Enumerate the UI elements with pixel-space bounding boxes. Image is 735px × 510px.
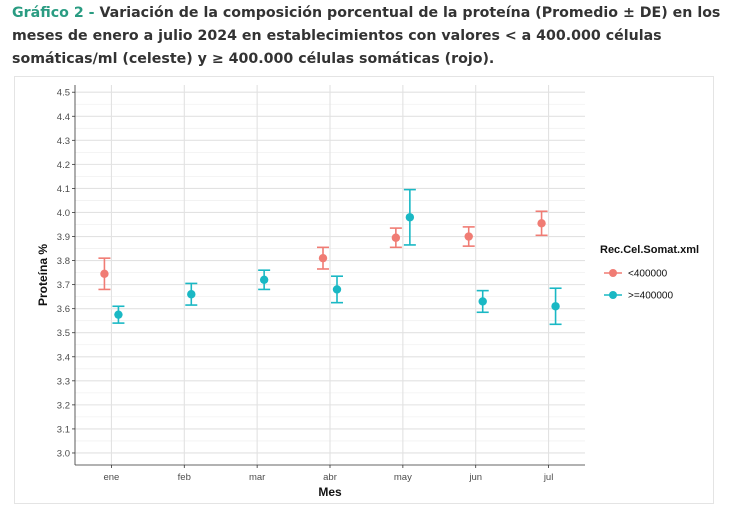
data-point: [405, 213, 415, 222]
y-tick-label: 4.2: [57, 160, 70, 171]
x-tick-label: may: [394, 472, 412, 483]
y-tick-label: 4.3: [57, 136, 70, 147]
x-tick-label: abr: [323, 472, 337, 483]
data-point: [478, 297, 487, 306]
y-tick-label: 3.2: [57, 400, 70, 411]
y-tick-label: 3.9: [57, 232, 70, 243]
y-tick-label: 3.7: [57, 280, 70, 291]
chart-frame: 3.0 3.1 3.2 3.3 3.4 3.5 3.6 3.7 3.8 3.9 4.0 4.1 4.2 4…: [14, 76, 714, 504]
data-point: [259, 275, 269, 285]
data-point: [332, 285, 342, 294]
legend-key-dot: [609, 269, 617, 277]
x-tick-label: feb: [178, 472, 191, 483]
legend-key-dot: [609, 291, 617, 299]
data-point: [318, 253, 328, 263]
x-tick-label: jul: [543, 472, 554, 483]
y-tick-label: 4.5: [57, 88, 70, 99]
data-point: [537, 219, 546, 228]
data-point: [464, 232, 473, 241]
figure-caption-lead: Gráfico 2 -: [12, 5, 95, 21]
y-tick-label: 3.5: [57, 328, 70, 339]
legend-label: >=400000: [628, 291, 673, 302]
y-tick-label: 3.0: [57, 448, 70, 459]
x-tick-label: ene: [103, 472, 119, 483]
y-tick-label: 3.6: [57, 304, 70, 315]
data-point: [551, 302, 560, 311]
y-tick-label: 3.3: [57, 376, 70, 387]
data-point: [391, 233, 401, 242]
figure-caption-text: Variación de la composición porcentual d…: [12, 5, 721, 67]
y-tick-label: 3.1: [57, 424, 70, 435]
y-tick-label: 3.8: [57, 256, 70, 267]
x-tick-label: mar: [249, 472, 265, 483]
y-tick-label: 3.4: [57, 352, 70, 363]
data-point: [114, 310, 123, 319]
data-point: [187, 290, 196, 299]
y-tick-label: 4.0: [57, 208, 70, 219]
figure-caption: Gráfico 2 - Variación de la composición …: [12, 2, 727, 71]
y-axis-title: Proteína %: [36, 244, 50, 306]
y-tick-label: 4.1: [57, 184, 70, 195]
legend-label: <400000: [628, 269, 668, 280]
protein-chart: 3.0 3.1 3.2 3.3 3.4 3.5 3.6 3.7 3.8 3.9 4.0 4.1 4.2 4…: [36, 85, 699, 499]
x-tick-label: jun: [468, 472, 482, 483]
legend-title: Rec.Cel.Somat.xml: [600, 244, 699, 256]
x-axis-title: Mes: [318, 485, 342, 499]
y-tick-label: 4.4: [57, 112, 70, 123]
data-point: [100, 269, 109, 278]
